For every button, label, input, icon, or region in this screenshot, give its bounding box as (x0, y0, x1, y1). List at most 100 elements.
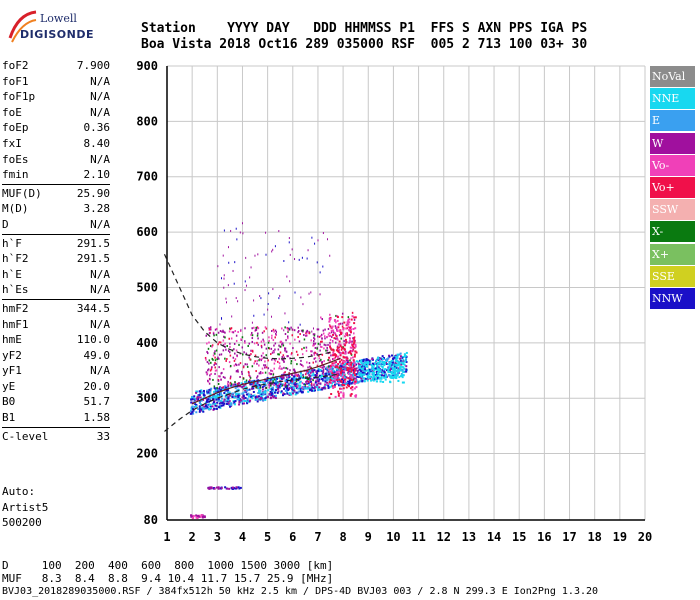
echo-point (218, 353, 221, 356)
param-separator (2, 426, 110, 428)
echo-point (345, 386, 348, 389)
echo-point (285, 350, 288, 353)
echo-point (272, 382, 274, 385)
echo-point (233, 359, 236, 362)
echo-point (273, 391, 276, 394)
echo-point (308, 369, 311, 372)
echo-point (336, 316, 339, 319)
echo-point (348, 379, 351, 382)
echo-point (214, 366, 216, 369)
echo-point (248, 342, 251, 345)
echo-point (223, 400, 226, 403)
echo-point (328, 359, 331, 362)
echo-point (327, 387, 330, 390)
echo-point (367, 359, 370, 362)
param-row: fmin 2.10 (2, 167, 110, 183)
legend-item: NNW (650, 287, 695, 309)
echo-point (358, 380, 361, 383)
echo-point (338, 378, 341, 381)
echo-point (380, 369, 383, 372)
echo-point (344, 350, 347, 353)
echo-point (350, 352, 353, 355)
echo-point (245, 393, 248, 396)
echo-point (279, 345, 282, 348)
echo-point (261, 357, 263, 360)
echo-point (339, 370, 342, 373)
echo-point (191, 516, 194, 519)
echo-point (278, 386, 281, 389)
echo-point (395, 356, 398, 359)
echo-point (315, 374, 318, 377)
echo-point (321, 362, 323, 365)
echo-point (274, 379, 277, 382)
echo-point (327, 385, 330, 388)
distance-value: 1000 (207, 559, 234, 572)
echo-point (336, 378, 339, 381)
echo-point (291, 374, 294, 377)
echo-point (340, 348, 343, 351)
echo-point (337, 394, 340, 397)
echo-point (215, 396, 218, 399)
echo-point (213, 395, 216, 398)
echo-point (227, 246, 229, 249)
echo-point (217, 399, 220, 402)
echo-point (206, 399, 209, 402)
echo-point (330, 329, 333, 332)
echo-point (350, 357, 352, 360)
echo-point (208, 392, 211, 395)
echo-point (256, 396, 259, 399)
echo-point (266, 376, 269, 379)
echo-point (346, 382, 349, 385)
echo-point (362, 363, 365, 366)
echo-point (273, 382, 276, 385)
param-value: 0.36 (83, 121, 111, 135)
echo-point (352, 360, 355, 363)
echo-point (191, 398, 194, 401)
echo-point (380, 376, 383, 379)
echo-point (312, 369, 315, 372)
echo-point (326, 335, 328, 338)
echo-point (288, 387, 291, 390)
param-label: foF1p (2, 90, 36, 104)
echo-point (198, 407, 201, 410)
echo-point (260, 397, 263, 400)
echo-point (354, 316, 357, 319)
echo-point (223, 392, 226, 395)
echo-point (224, 486, 227, 489)
echo-point (265, 386, 268, 389)
echo-point (291, 379, 294, 382)
echo-point (206, 352, 209, 355)
echo-point (294, 373, 296, 376)
echo-point (351, 385, 354, 388)
echo-point (361, 367, 364, 370)
echo-point (305, 334, 307, 337)
echo-point (346, 327, 349, 330)
echo-point (329, 341, 331, 344)
echo-point (311, 378, 313, 381)
echo-point (335, 326, 337, 329)
echo-point (273, 358, 276, 361)
echo-point (284, 349, 286, 352)
echo-point (382, 357, 385, 360)
echo-point (368, 368, 371, 371)
echo-point (220, 277, 222, 280)
echo-point (263, 330, 265, 333)
echo-point (336, 374, 339, 377)
echo-point (218, 386, 221, 389)
echo-point (201, 406, 204, 409)
echo-point (271, 351, 274, 354)
echo-point (354, 345, 357, 348)
echo-point (303, 338, 306, 341)
echo-point (311, 236, 313, 239)
echo-point (244, 289, 246, 292)
echo-point (213, 407, 216, 410)
x-tick-label: 17 (562, 530, 576, 544)
echo-point (270, 353, 272, 356)
echo-point (245, 256, 247, 259)
echo-point (352, 349, 354, 352)
echo-point (258, 359, 260, 362)
echo-point (311, 330, 313, 333)
echo-point (269, 384, 272, 387)
echo-point (293, 379, 296, 382)
echo-point (274, 397, 277, 400)
